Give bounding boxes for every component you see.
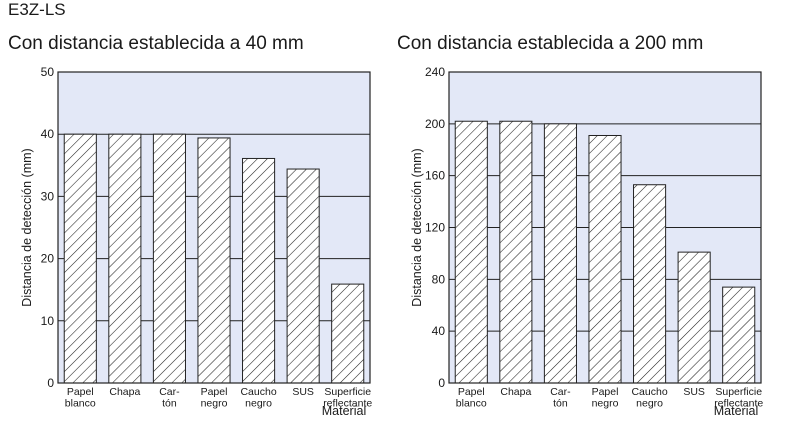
x-tick-label: Superficie reflectante	[714, 386, 763, 410]
bar	[108, 133, 142, 384]
plot-frame	[57, 71, 371, 384]
y-tick-label: 40	[432, 324, 446, 338]
x-tick-label: Chapa	[500, 386, 531, 398]
bar	[543, 123, 577, 384]
x-tick-label: Superficie reflectante	[323, 386, 372, 410]
chart-200mm: 0 40 80 120 160 200 240 Distancia de detección …	[410, 65, 763, 418]
bar	[242, 157, 276, 384]
bar	[633, 184, 667, 384]
y-tick-label: 50	[41, 65, 55, 79]
y-tick-label: 200	[425, 117, 445, 131]
y-tick-label: 40	[41, 127, 55, 141]
bar	[677, 251, 711, 384]
x-axis-title: Material	[322, 404, 366, 418]
chart-title-200mm: Con distancia establecida a 200 mm	[397, 33, 704, 54]
x-tick-label: SUS	[683, 386, 705, 398]
y-tick-label: 120	[425, 221, 445, 235]
y-tick-label: 0	[47, 376, 54, 390]
bar	[152, 133, 186, 384]
chart-title-40mm: Con distancia establecida a 40 mm	[8, 33, 304, 54]
y-tick-label: 80	[432, 272, 446, 286]
x-axis-title: Material	[714, 404, 758, 418]
bar	[197, 137, 231, 384]
x-tick-label: Caucho negro	[631, 386, 667, 410]
x-tick-label: Papel blanco	[456, 386, 487, 410]
bar	[63, 133, 97, 384]
chart-40mm: 0 10 20 30 40 50 Distancia de detección (mm) Pa…	[20, 65, 372, 418]
y-tick-label: 240	[425, 65, 445, 79]
plot-frame	[448, 71, 762, 384]
y-axis-title: Distancia de detección (mm)	[20, 148, 34, 306]
bar	[286, 168, 320, 384]
bar	[331, 283, 365, 384]
x-tick-label: Papel blanco	[65, 386, 96, 410]
y-tick-label: 0	[438, 376, 445, 390]
y-axis-title: Distancia de detección (mm)	[410, 148, 424, 306]
y-tick-label: 160	[425, 169, 445, 183]
bar	[499, 120, 533, 384]
x-tick-label: Car-tón	[550, 386, 571, 410]
x-tick-label: Car-tón	[159, 386, 180, 410]
y-tick-label: 20	[41, 252, 55, 266]
y-tick-label: 30	[41, 189, 55, 203]
y-tick-label: 10	[41, 314, 55, 328]
bar	[454, 120, 488, 384]
x-tick-label: Papel negro	[201, 386, 228, 410]
bar	[722, 286, 756, 384]
x-tick-label: SUS	[292, 386, 314, 398]
bar	[588, 134, 622, 384]
model-header: E3Z-LS	[8, 0, 66, 19]
x-tick-label: Papel negro	[592, 386, 619, 410]
x-tick-label: Caucho negro	[240, 386, 276, 410]
x-tick-label: Chapa	[109, 386, 140, 398]
